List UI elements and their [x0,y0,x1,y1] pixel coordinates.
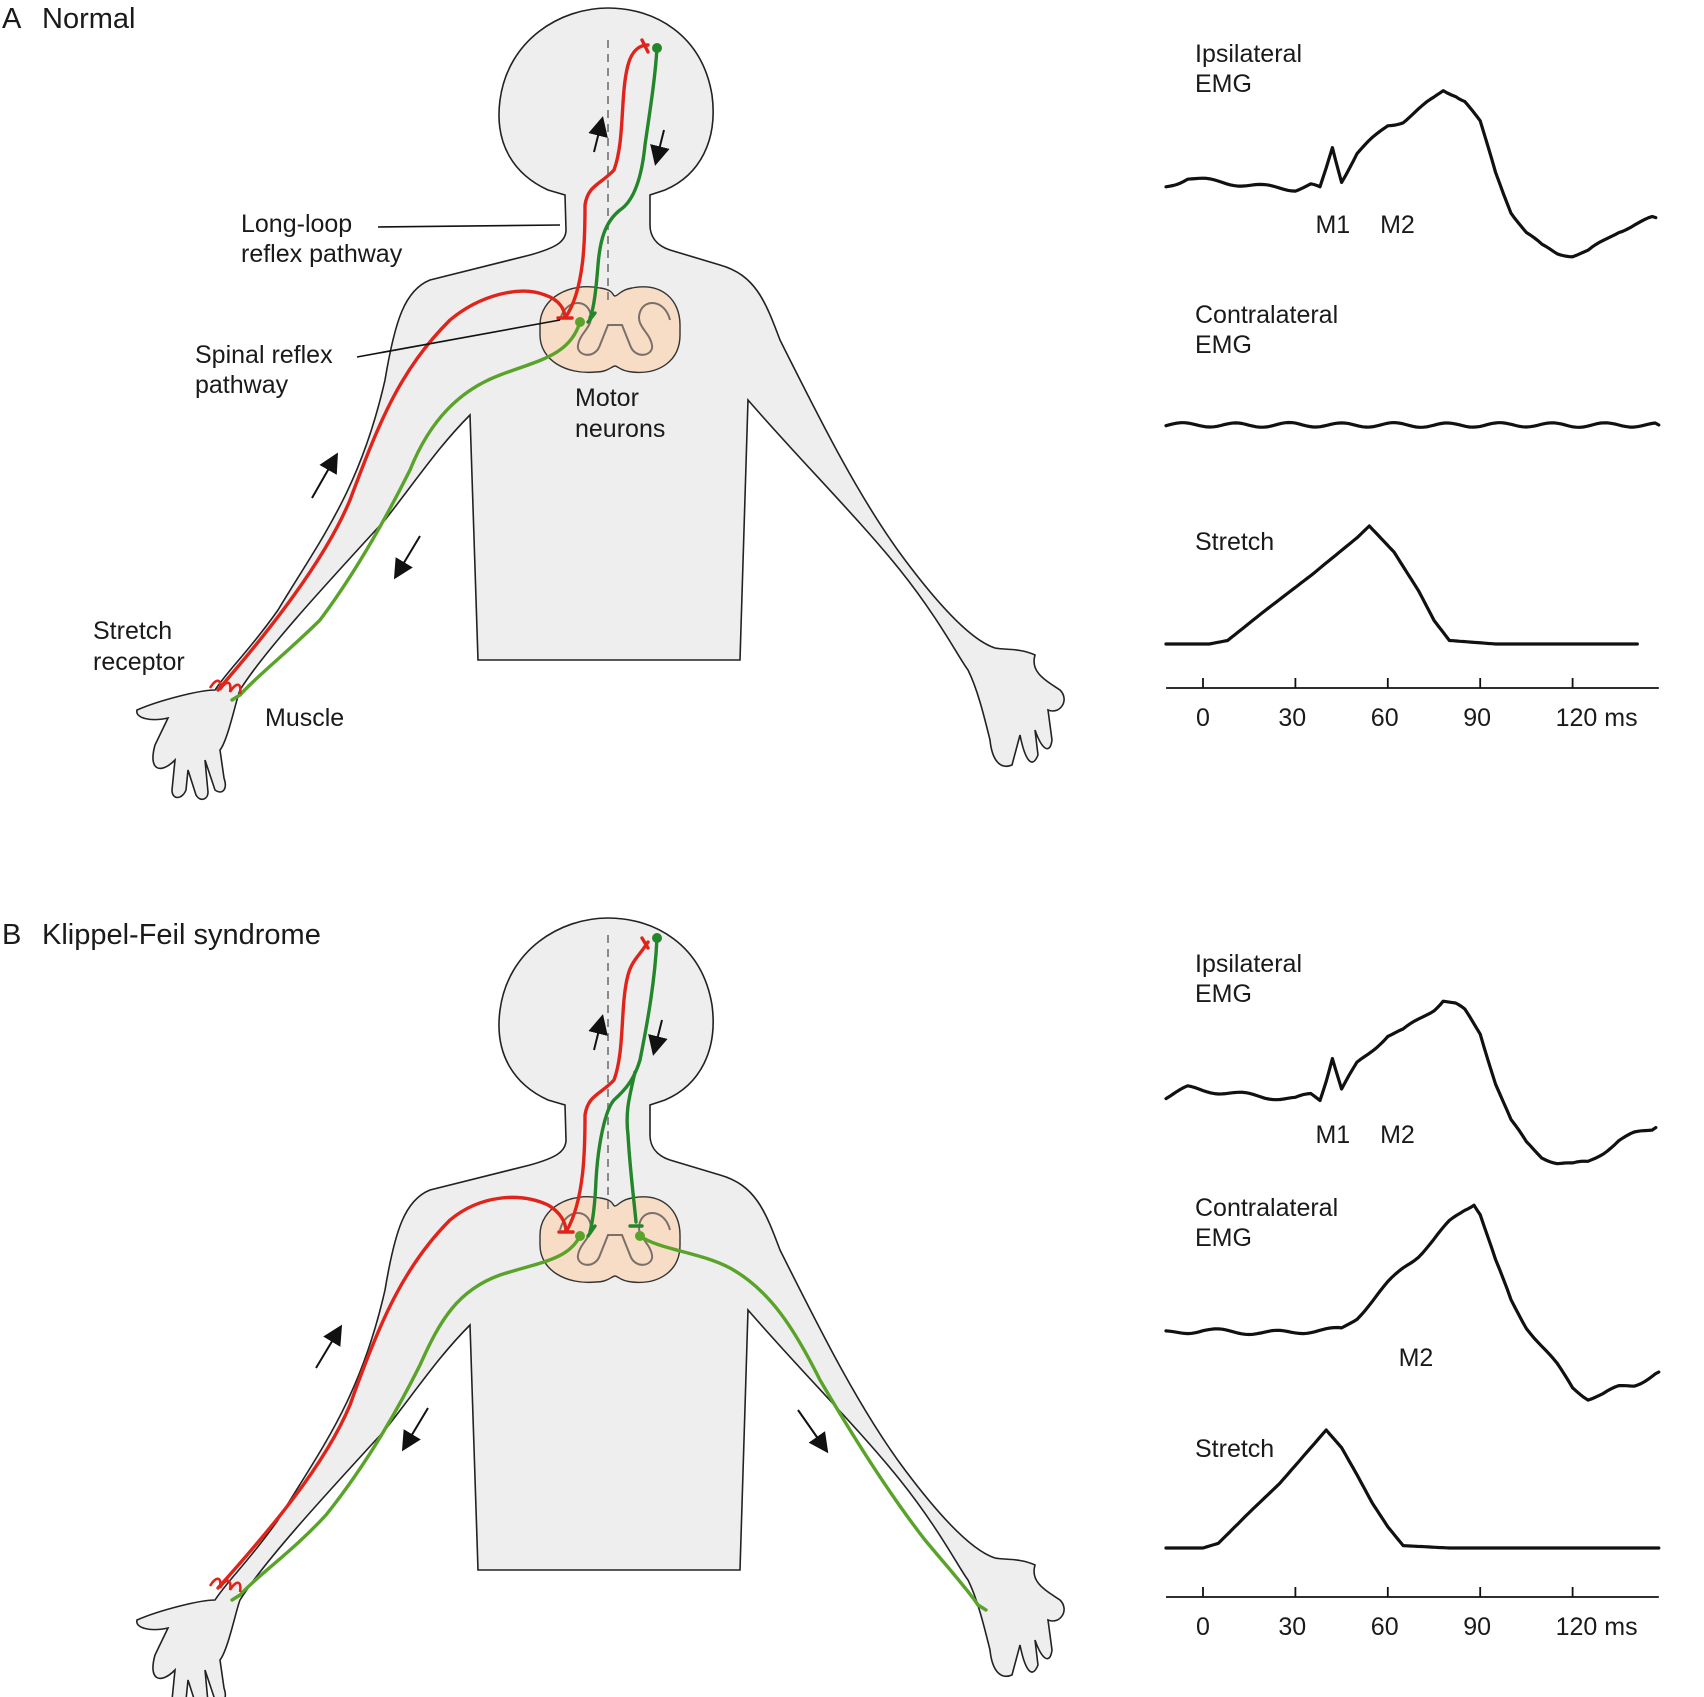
motor-neuron-mirror [635,1231,645,1241]
long-loop-afferent [216,43,650,692]
trace-line [1164,420,1661,429]
x-tick-label: 120 ms [1556,1613,1638,1641]
stretch-receptor-coil [208,1577,242,1593]
label-spinal-2: pathway [195,371,289,399]
trace-label: Stretch [1195,1435,1274,1463]
trace-line [1164,1428,1661,1550]
motor-efferent [238,320,582,697]
x-tick-label: 90 [1463,704,1491,732]
trace-label: Ipsilateral [1195,40,1302,68]
x-tick-label: 0 [1196,704,1210,732]
corticospinal-contralateral-branch [625,1070,638,1224]
panel-letter: B [2,919,21,951]
ascending-arrow-icon [588,1014,608,1051]
afferent-arrow-icon [311,452,338,499]
corticospinal-descending [588,46,659,320]
x-tick-label: 90 [1463,1613,1491,1641]
x-tick-label: 60 [1371,704,1399,732]
peak-label: M2 [1380,211,1415,239]
efferent-arrow-icon [401,1407,429,1452]
x-tick-label: 30 [1278,704,1306,732]
trace-label: Stretch [1195,528,1274,556]
trace-line [1164,999,1658,1166]
long-loop-leader [377,224,561,228]
label-muscle: Muscle [265,704,344,732]
efferent-arrow-mirror-icon [797,1409,829,1454]
motor-efferent-mirror [638,1234,980,1607]
trace-label: EMG [1195,980,1252,1008]
afferent-terminal [640,38,650,54]
label-spinal-1: Spinal reflex [195,341,333,369]
panel-title: Normal [42,3,135,35]
cortical-neuron [652,933,662,943]
trace-label: EMG [1195,1224,1252,1252]
long-loop-afferent [216,940,650,1590]
panel-b: B Klippel-Feil syndrome [2,917,1065,1697]
corticospinal-descending [588,936,659,1234]
stretch-receptor-coil [208,679,242,695]
panel-letter: A [2,3,22,35]
trace-label: EMG [1195,70,1252,98]
x-tick-label: 120 ms [1556,704,1638,732]
trace-line [1164,89,1658,259]
motor-efferent [238,1234,582,1597]
motor-neuron [575,317,585,327]
spinal-leader [356,319,561,358]
trace-label: Contralateral [1195,1194,1338,1222]
trace-label: Ipsilateral [1195,950,1302,978]
descending-arrow-icon [650,129,670,166]
afferent-terminal [640,936,650,950]
spinal-cord-section [539,285,681,374]
label-stretch-receptor-1: Stretch [93,617,172,645]
panel-title: Klippel-Feil syndrome [42,919,321,951]
afferent-arrow-icon [315,1324,343,1369]
peak-label: M2 [1399,1344,1434,1372]
peak-label: M1 [1315,211,1350,239]
label-stretch-receptor-2: receptor [93,648,185,676]
x-tick-label: 30 [1278,1613,1306,1641]
muscle-ending [230,693,242,702]
x-tick-label: 0 [1196,1613,1210,1641]
cortical-neuron [652,43,662,53]
motor-neuron [575,1231,585,1241]
muscle-ending [230,1593,242,1602]
corticospinal-terminal [586,311,597,324]
trace-label: Contralateral [1195,301,1338,329]
peak-label: M2 [1380,1121,1415,1149]
trace-label: EMG [1195,331,1252,359]
corticospinal-terminal [586,1224,597,1238]
spinal-cord-section [539,1195,681,1284]
label-motor-2: neurons [575,415,665,443]
body-outline [136,917,1065,1697]
label-long-loop-1: Long-loop [241,210,352,238]
ascending-arrow-icon [588,116,608,153]
efferent-arrow-icon [393,535,421,580]
trace-line [1164,1203,1661,1402]
peak-label: M1 [1315,1121,1350,1149]
label-motor-1: Motor [575,384,639,412]
x-tick-label: 60 [1371,1613,1399,1641]
trace-line [1164,524,1639,646]
label-long-loop-2: reflex pathway [241,240,403,268]
panel-a: A Normal Long-loop reflex pathway Spinal… [2,3,1065,801]
muscle-ending-mirror [976,1603,988,1612]
descending-arrow-icon [648,1019,668,1056]
